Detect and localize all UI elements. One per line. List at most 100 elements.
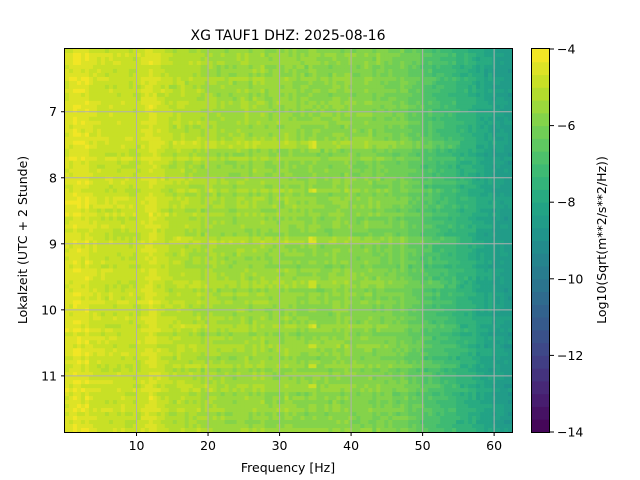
heatmap-cell	[68, 72, 74, 78]
heatmap-cell	[508, 124, 513, 130]
heatmap-cell	[508, 188, 513, 194]
heatmap-cell	[80, 200, 86, 205]
heatmap-cell	[436, 124, 441, 130]
heatmap-cell	[504, 72, 509, 78]
heatmap-cell	[388, 84, 393, 90]
heatmap-cell	[412, 156, 417, 162]
heatmap-cell	[472, 156, 477, 162]
heatmap-cell	[484, 88, 489, 94]
heatmap-cell	[72, 220, 78, 225]
heatmap-cell	[292, 96, 297, 102]
heatmap-cell	[220, 156, 226, 162]
heatmap-cell	[120, 208, 126, 213]
heatmap-cell	[120, 56, 126, 62]
heatmap-cell	[224, 140, 230, 146]
heatmap-cell	[192, 136, 198, 142]
heatmap-cell	[352, 84, 357, 90]
heatmap-cell	[340, 92, 345, 98]
heatmap-cell	[356, 112, 361, 118]
heatmap-cell	[236, 144, 242, 150]
heatmap-cell	[280, 140, 285, 146]
heatmap-cell	[128, 96, 134, 102]
heatmap-cell	[208, 172, 214, 178]
heatmap-cell	[276, 164, 281, 170]
heatmap-cell	[180, 164, 186, 170]
heatmap-cell	[232, 76, 238, 82]
heatmap-cell	[396, 60, 401, 66]
heatmap-cell	[256, 164, 261, 170]
heatmap-cell	[388, 132, 393, 138]
heatmap-cell	[72, 212, 78, 217]
heatmap-cell	[372, 176, 377, 182]
heatmap-cell	[76, 100, 82, 106]
heatmap-cell	[116, 72, 122, 78]
heatmap-cell	[288, 140, 293, 146]
heatmap-cell	[308, 176, 313, 182]
heatmap-cell	[380, 52, 385, 58]
heatmap-cell	[244, 132, 249, 138]
heatmap-cell	[212, 128, 218, 134]
heatmap-cell	[388, 60, 393, 66]
heatmap-cell	[500, 152, 505, 158]
heatmap-cell	[272, 100, 277, 106]
heatmap-cell	[440, 49, 445, 54]
heatmap-cell	[112, 116, 118, 122]
heatmap-cell	[508, 128, 513, 134]
heatmap-cell	[304, 180, 309, 186]
heatmap-cell	[368, 100, 373, 106]
heatmap-cell	[204, 208, 210, 213]
heatmap-cell	[484, 68, 489, 74]
heatmap-cell	[308, 60, 313, 66]
heatmap-cell	[120, 200, 126, 205]
heatmap-cell	[360, 164, 365, 170]
heatmap-cell	[200, 64, 206, 70]
heatmap-cell	[452, 164, 457, 170]
heatmap-cell	[460, 176, 465, 182]
heatmap-cell	[148, 120, 154, 126]
heatmap-cell	[124, 120, 130, 126]
heatmap-cell	[484, 144, 489, 150]
heatmap-cell	[120, 168, 126, 174]
heatmap-cell	[152, 80, 158, 86]
heatmap-cell	[444, 128, 449, 134]
heatmap-cell	[408, 216, 413, 221]
heatmap-cell	[268, 220, 273, 225]
heatmap-cell	[448, 80, 453, 86]
heatmap-cell	[176, 208, 182, 213]
heatmap-cell	[344, 128, 349, 134]
heatmap-cell	[156, 116, 162, 122]
heatmap-cell	[264, 100, 269, 106]
heatmap-cell	[116, 152, 122, 158]
heatmap-cell	[448, 68, 453, 74]
heatmap-cell	[460, 220, 465, 225]
heatmap-cell	[144, 144, 150, 150]
heatmap-cell	[468, 104, 473, 110]
heatmap-cell	[440, 204, 445, 209]
heatmap-cell	[292, 132, 297, 138]
heatmap-cell	[288, 180, 293, 186]
heatmap-cell	[244, 148, 249, 154]
heatmap-cell	[220, 220, 226, 225]
heatmap-cell	[392, 72, 397, 78]
heatmap-cell	[412, 164, 417, 170]
heatmap-cell	[372, 208, 377, 213]
heatmap-cell	[156, 52, 162, 58]
heatmap-cell	[284, 49, 289, 54]
heatmap-cell	[428, 156, 433, 162]
heatmap-cell	[320, 152, 325, 158]
heatmap-cell	[80, 144, 86, 150]
heatmap-cell	[252, 112, 257, 118]
heatmap-cell	[380, 216, 385, 221]
heatmap-cell	[300, 49, 305, 54]
heatmap-cell	[280, 49, 285, 54]
heatmap-cell	[152, 56, 158, 62]
heatmap-cell	[332, 96, 337, 102]
heatmap-cell	[316, 168, 321, 174]
heatmap-cell	[444, 124, 449, 130]
heatmap-cell	[480, 108, 485, 114]
heatmap-cell	[200, 148, 206, 154]
heatmap-cell	[72, 80, 78, 86]
heatmap-cell	[264, 164, 269, 170]
heatmap-cell	[128, 68, 134, 74]
heatmap-cell	[452, 116, 457, 122]
